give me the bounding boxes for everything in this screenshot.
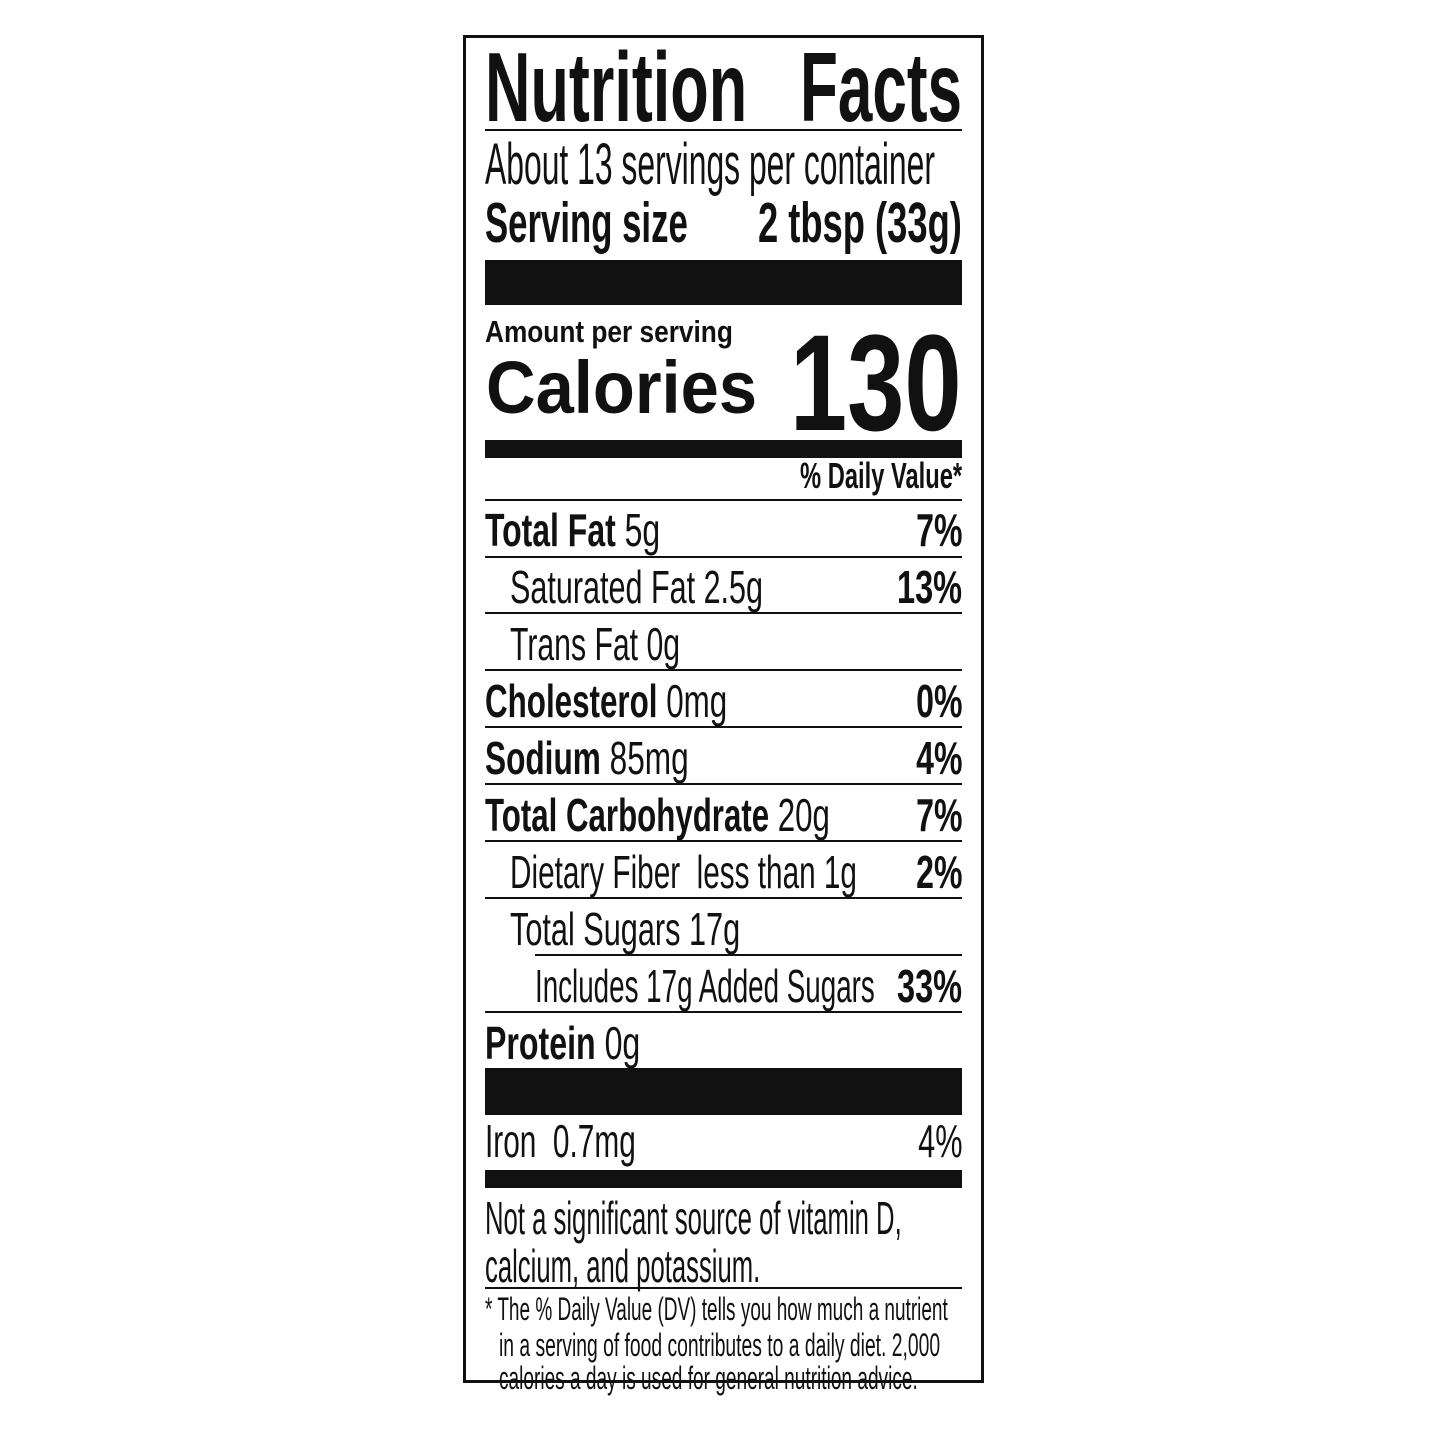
divider xyxy=(485,556,962,558)
nutrient-row-total-sugars: Total Sugars 17g xyxy=(510,903,741,955)
dv-cholesterol: 0% xyxy=(915,675,962,727)
thick-divider xyxy=(485,1068,962,1115)
thick-divider xyxy=(485,260,962,305)
serving-size-value: 2 tbsp (33g) xyxy=(758,191,962,255)
dv-dietary-fiber: 2% xyxy=(915,846,962,898)
dv-added-sugars: 33% xyxy=(896,960,962,1012)
divider xyxy=(485,1011,962,1013)
nutrient-row-dietary-fiber: Dietary Fiber less than 1g xyxy=(510,846,857,898)
serving-size-label: Serving size xyxy=(485,191,688,255)
divider xyxy=(485,669,962,671)
nutrient-row-added-sugars: Includes 17g Added Sugars xyxy=(535,960,875,1012)
nutrient-row-sodium: Sodium 85mg xyxy=(485,732,689,784)
divider xyxy=(485,783,962,785)
dv-total-carbohydrate: 7% xyxy=(915,789,962,841)
divider xyxy=(485,897,962,899)
nutrient-row-protein: Protein 0g xyxy=(485,1017,641,1069)
divider xyxy=(485,612,962,614)
dv-sodium: 4% xyxy=(915,732,962,784)
daily-value-header: % Daily Value* xyxy=(799,455,962,496)
nutrition-facts-label xyxy=(463,35,984,1383)
amount-per-serving: Amount per serving xyxy=(485,314,733,349)
title-nutrition: Nutrition xyxy=(485,32,748,142)
dv-saturated-fat: 13% xyxy=(896,561,962,613)
divider xyxy=(485,726,962,728)
divider xyxy=(485,129,962,131)
medium-divider xyxy=(485,1170,962,1188)
vitamin-row-iron: Iron 0.7mg xyxy=(485,1115,636,1167)
dv-total-fat: 7% xyxy=(915,504,962,556)
nutrient-row-trans-fat: Trans Fat 0g xyxy=(510,618,681,670)
note-line-1: Not a significant source of vitamin D, xyxy=(485,1192,902,1244)
divider xyxy=(485,1287,962,1289)
calories-label: Calories xyxy=(486,346,758,429)
nutrient-row-cholesterol: Cholesterol 0mg xyxy=(485,675,728,727)
footnote-line-1: * The % Daily Value (DV) tells you how m… xyxy=(485,1291,948,1327)
note-line-2: calcium, and potassium. xyxy=(485,1240,761,1292)
servings-per-container: About 13 servings per container xyxy=(485,132,935,197)
nutrient-row-saturated-fat: Saturated Fat 2.5g xyxy=(510,561,764,613)
nutrient-row-total-carbohydrate: Total Carbohydrate 20g xyxy=(485,789,830,841)
dv-iron: 4% xyxy=(917,1115,962,1167)
title-facts: Facts xyxy=(799,32,962,142)
calories-value: 130 xyxy=(790,307,962,460)
footnote-line-2: in a serving of food contributes to a da… xyxy=(499,1327,941,1363)
nutrient-row-total-fat: Total Fat 5g xyxy=(485,504,661,556)
footnote-line-3: calories a day is used for general nutri… xyxy=(499,1360,918,1396)
divider xyxy=(485,840,962,842)
divider xyxy=(535,954,962,956)
medium-divider xyxy=(485,440,962,458)
divider xyxy=(485,499,962,501)
